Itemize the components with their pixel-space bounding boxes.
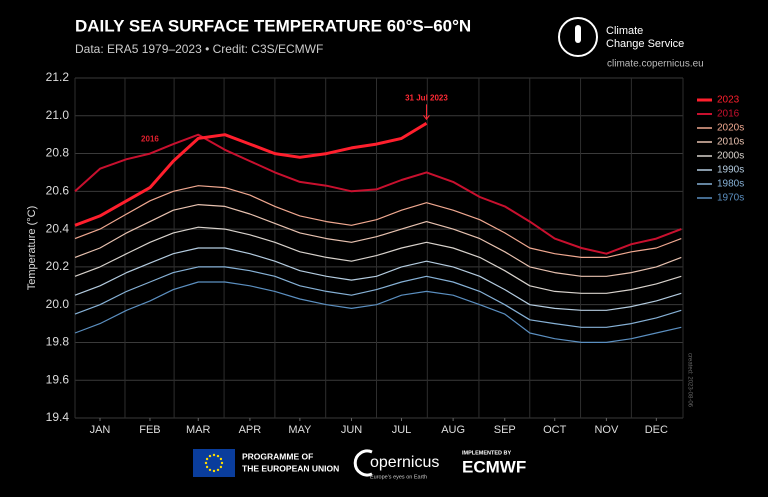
eu-star <box>219 457 223 461</box>
ecmwf-logo: ECMWF <box>462 457 526 476</box>
annotation: 31 Jul 2023 <box>405 93 448 102</box>
logo-thermometer <box>575 25 581 43</box>
plot: 19.4 19.6 19.8 20.0 20.2 20.4 20.6 20.8 21.0 21.2… <box>46 70 745 436</box>
legend-label: 2016 <box>717 109 740 120</box>
x-tick-label: FEB <box>139 424 160 436</box>
eu-star <box>208 454 212 458</box>
x-tick-label: JAN <box>90 424 111 436</box>
annotation-arrowhead <box>423 115 430 121</box>
x-tick-label: MAY <box>288 424 312 436</box>
eu-star <box>204 461 208 465</box>
series-line <box>74 281 682 343</box>
y-tick-label: 21.2 <box>46 70 70 84</box>
copernicus-text: opernicus <box>370 454 439 471</box>
eu-star <box>205 457 209 461</box>
legend-label: 2023 <box>717 95 740 106</box>
eu-star <box>220 461 224 465</box>
series-line <box>74 226 682 294</box>
series-line <box>74 247 682 311</box>
y-tick-label: 20.0 <box>46 297 70 311</box>
eu-flag <box>193 449 235 477</box>
copernicus-c <box>353 449 373 477</box>
copernicus-tagline: Europe's eyes on Earth <box>370 474 427 480</box>
x-tick-label: JUN <box>341 424 362 436</box>
x-tick-label: DEC <box>645 424 668 436</box>
eu-text: PROGRAMME OF <box>242 451 313 461</box>
series-line <box>74 122 428 227</box>
series-line <box>74 204 682 277</box>
eu-text: THE EUROPEAN UNION <box>242 463 339 473</box>
y-tick-label: 20.4 <box>46 221 70 235</box>
series-line <box>74 133 682 255</box>
c3s-logo: Climate Change Service climate.copernicu… <box>558 17 704 70</box>
series-line <box>74 266 682 328</box>
legend-label: 1990s <box>717 165 744 176</box>
y-tick-label: 19.6 <box>46 372 70 386</box>
url: climate.copernicus.eu <box>607 59 704 70</box>
implemented-by: IMPLEMENTED BY <box>462 450 512 456</box>
eu-star <box>205 465 209 469</box>
x-tick-label: AUG <box>441 424 465 436</box>
legend-label: 2010s <box>717 137 744 148</box>
chart-subtitle: Data: ERA5 1979–2023 • Credit: C3S/ECMWF <box>75 42 323 56</box>
eu-star <box>212 469 216 473</box>
legend-label: 1970s <box>717 193 744 204</box>
logo-circle <box>558 17 598 57</box>
y-axis-label: Temperature (°C) <box>26 206 38 290</box>
service-name: Climate <box>606 25 643 37</box>
eu-star <box>216 468 220 472</box>
eu-star <box>216 454 220 458</box>
legend-label: 1980s <box>717 179 744 190</box>
y-tick-label: 21.0 <box>46 108 70 122</box>
created-note: created: 2023-08-06 <box>686 353 692 408</box>
x-tick-label: JUL <box>392 424 412 436</box>
service-name: Change Service <box>606 38 684 50</box>
y-tick-label: 19.4 <box>46 410 70 424</box>
x-tick-label: NOV <box>594 424 619 436</box>
y-tick-label: 19.8 <box>46 335 70 349</box>
eu-star <box>219 465 223 469</box>
eu-star <box>208 468 212 472</box>
x-tick-label: SEP <box>494 424 516 436</box>
series-line <box>74 185 682 258</box>
x-tick-label: MAR <box>186 424 211 436</box>
legend-label: 2020s <box>717 123 744 134</box>
annotation: 2016 <box>141 135 159 144</box>
y-tick-label: 20.8 <box>46 146 70 160</box>
eu-star <box>212 453 216 457</box>
eu-stars <box>204 453 224 473</box>
y-tick-label: 20.2 <box>46 259 70 273</box>
footer: PROGRAMME OF THE EUROPEAN UNION opernicu… <box>193 449 526 480</box>
x-tick-label: OCT <box>543 424 567 436</box>
legend-label: 2000s <box>717 151 744 162</box>
y-tick-label: 20.6 <box>46 184 70 198</box>
x-tick-label: APR <box>239 424 262 436</box>
chart-title: DAILY SEA SURFACE TEMPERATURE 60°S–60°N <box>75 16 471 35</box>
